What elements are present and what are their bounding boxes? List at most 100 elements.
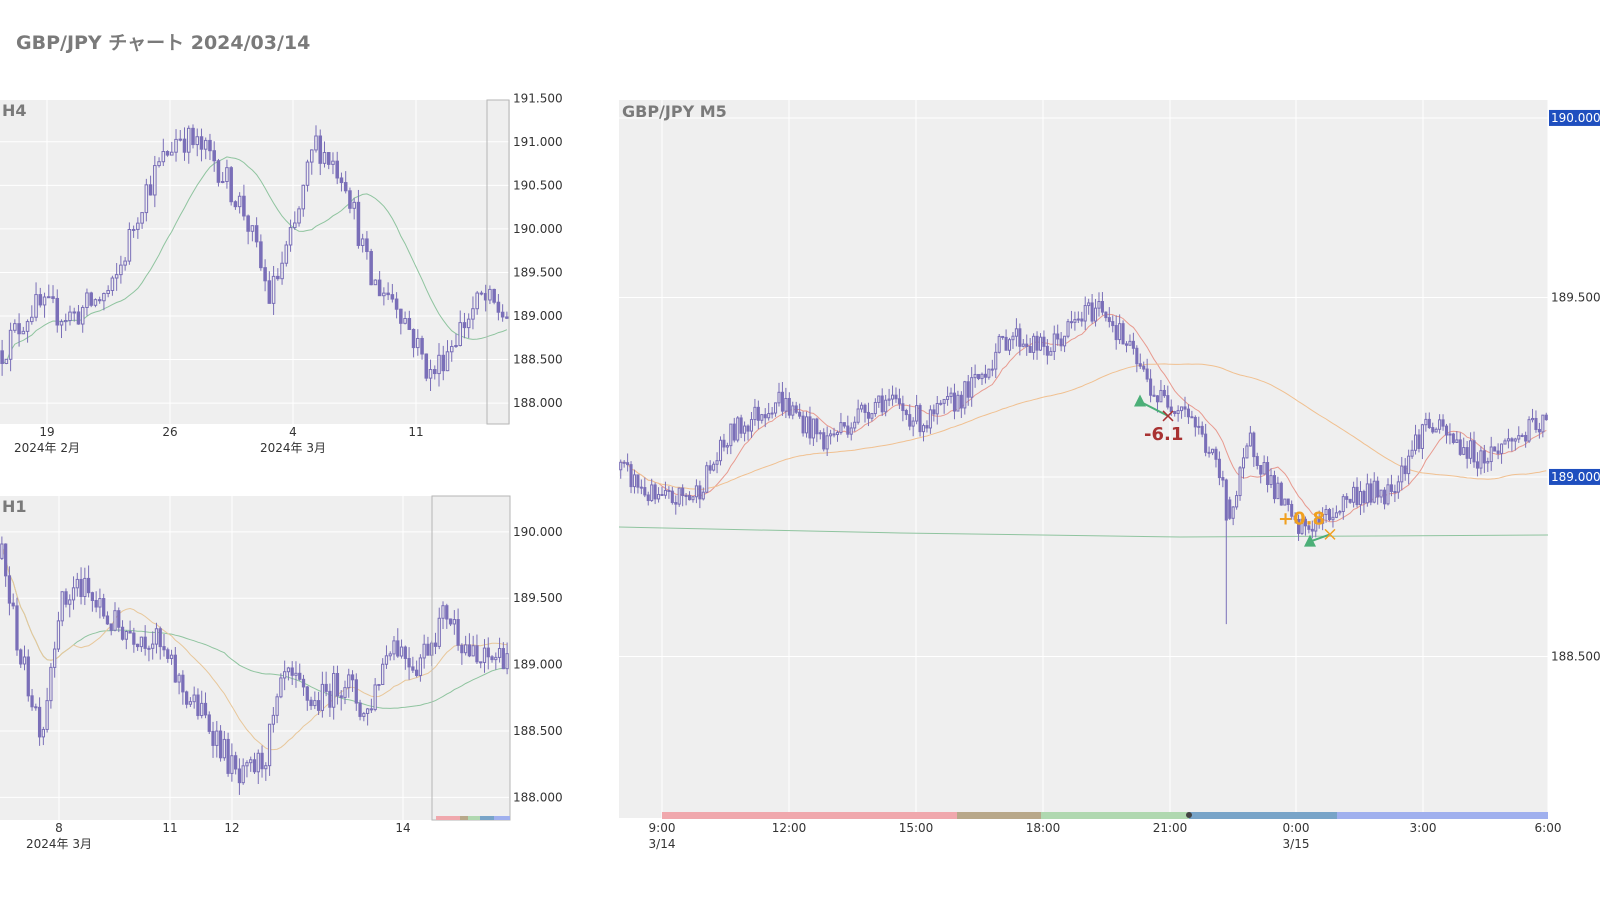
- m5-candle: [870, 412, 874, 422]
- m5-candle: [1321, 507, 1325, 531]
- m5-candle: [1214, 446, 1218, 468]
- m5-candle: [1059, 332, 1063, 352]
- m5-candle: [942, 398, 946, 414]
- m5-candle: [1228, 496, 1232, 520]
- h1-candle: [64, 588, 68, 608]
- m5-session-marker: [1186, 812, 1192, 818]
- h4-candle: [360, 233, 365, 253]
- m5-candle: [1100, 292, 1104, 316]
- m5-candle: [1413, 424, 1418, 455]
- h4-candle: [220, 171, 225, 184]
- h4-candle: [441, 345, 446, 381]
- m5-candle: [1465, 441, 1469, 469]
- m5-price-badge-label: 190.000: [1551, 111, 1600, 125]
- h4-candle: [123, 257, 127, 271]
- m5-candle: [1472, 431, 1476, 468]
- m5-candle: [763, 408, 767, 428]
- m5-candle: [1372, 472, 1376, 504]
- trade-exit-mark: [1162, 410, 1174, 422]
- m5-candle: [829, 429, 833, 445]
- h4-candle: [471, 296, 475, 330]
- m5-candle: [939, 400, 943, 406]
- h4-candle: [365, 231, 369, 260]
- m5-candle: [811, 418, 815, 446]
- h1-candle: [147, 645, 151, 662]
- h1-candle: [188, 697, 193, 708]
- h1-candle: [347, 668, 351, 698]
- h1-candle: [94, 591, 98, 613]
- m5-candle: [1114, 315, 1118, 350]
- m5-candle: [1455, 431, 1459, 443]
- h1-candle: [264, 762, 268, 781]
- h1-y-tick-label: 188.000: [513, 790, 563, 804]
- h1-candle: [407, 647, 411, 680]
- m5-candle: [1410, 440, 1414, 459]
- h1-candle: [211, 721, 215, 758]
- h1-session-band: [436, 816, 460, 820]
- m5-session-band: [957, 812, 1041, 819]
- m5-candle: [1500, 443, 1504, 464]
- h4-candle: [356, 189, 361, 249]
- h4-current-range-box: [486, 99, 510, 425]
- h4-candle: [454, 333, 458, 348]
- h1-candle: [381, 658, 385, 686]
- m5-label: GBP/JPY M5: [622, 102, 727, 121]
- m5-candle: [1111, 315, 1115, 333]
- m5-candle: [918, 403, 922, 437]
- h4-candle: [42, 292, 47, 318]
- h1-candle: [102, 593, 106, 619]
- h4-candle: [445, 340, 450, 372]
- m5-candle: [908, 404, 912, 431]
- m5-candle: [887, 388, 891, 407]
- h4-candle: [30, 305, 34, 325]
- m5-candle: [970, 367, 974, 407]
- m5-candle: [629, 461, 633, 494]
- m5-candle: [770, 407, 774, 419]
- m5-candle: [815, 417, 819, 443]
- h1-candle: [305, 685, 309, 711]
- h1-candle: [49, 663, 53, 709]
- h1-candle: [173, 646, 177, 683]
- m5-candle: [1014, 318, 1018, 347]
- h1-candle: [328, 683, 332, 717]
- m5-candle: [1486, 457, 1490, 472]
- h4-candle: [0, 339, 4, 376]
- h1-session-band: [468, 816, 480, 820]
- h1-candle: [109, 623, 113, 636]
- h1-candle: [497, 637, 502, 663]
- h4-candle: [148, 175, 153, 196]
- h1-x-tick-label: 14: [395, 821, 410, 835]
- m5-candle: [1293, 512, 1297, 524]
- m5-candle: [1121, 320, 1125, 345]
- m5-candle: [801, 411, 805, 437]
- m5-candle: [1011, 332, 1015, 349]
- h1-candle: [154, 622, 159, 654]
- m5-candle: [1510, 437, 1514, 452]
- h4-chart[interactable]: H4 191.500 191.000 190.500 190.000 189.500 18…: [0, 91, 563, 455]
- h1-candle: [399, 639, 404, 659]
- h1-candle: [19, 648, 23, 668]
- m5-candle: [1420, 423, 1424, 460]
- h4-candle: [297, 206, 301, 227]
- m5-candle: [842, 422, 846, 429]
- m5-candle: [670, 486, 674, 505]
- h1-candle: [377, 683, 381, 691]
- m5-y-tick-label: 188.500: [1551, 649, 1600, 663]
- m5-candle: [657, 487, 661, 503]
- h4-candle: [157, 157, 161, 168]
- m5-price-badge: [1549, 468, 1600, 485]
- h4-candle: [229, 166, 233, 206]
- h4-candle: [225, 159, 229, 189]
- h1-candle: [324, 671, 328, 697]
- m5-candle: [987, 368, 991, 380]
- m5-candle: [626, 453, 630, 472]
- h4-candle: [492, 288, 496, 305]
- h4-candle: [85, 288, 89, 316]
- m5-x-tick-label: 3:00: [1410, 821, 1437, 835]
- h4-x-tick-label: 26: [162, 425, 177, 439]
- h1-chart[interactable]: H1 190.000 189.500 189.000 188.500 188.000 8…: [0, 495, 563, 851]
- m5-candle: [983, 364, 987, 384]
- m5-chart[interactable]: -6.1 +0.8 GBP/JPY M5 190.000 189.500 189.00…: [618, 100, 1600, 851]
- h1-candle: [301, 674, 306, 696]
